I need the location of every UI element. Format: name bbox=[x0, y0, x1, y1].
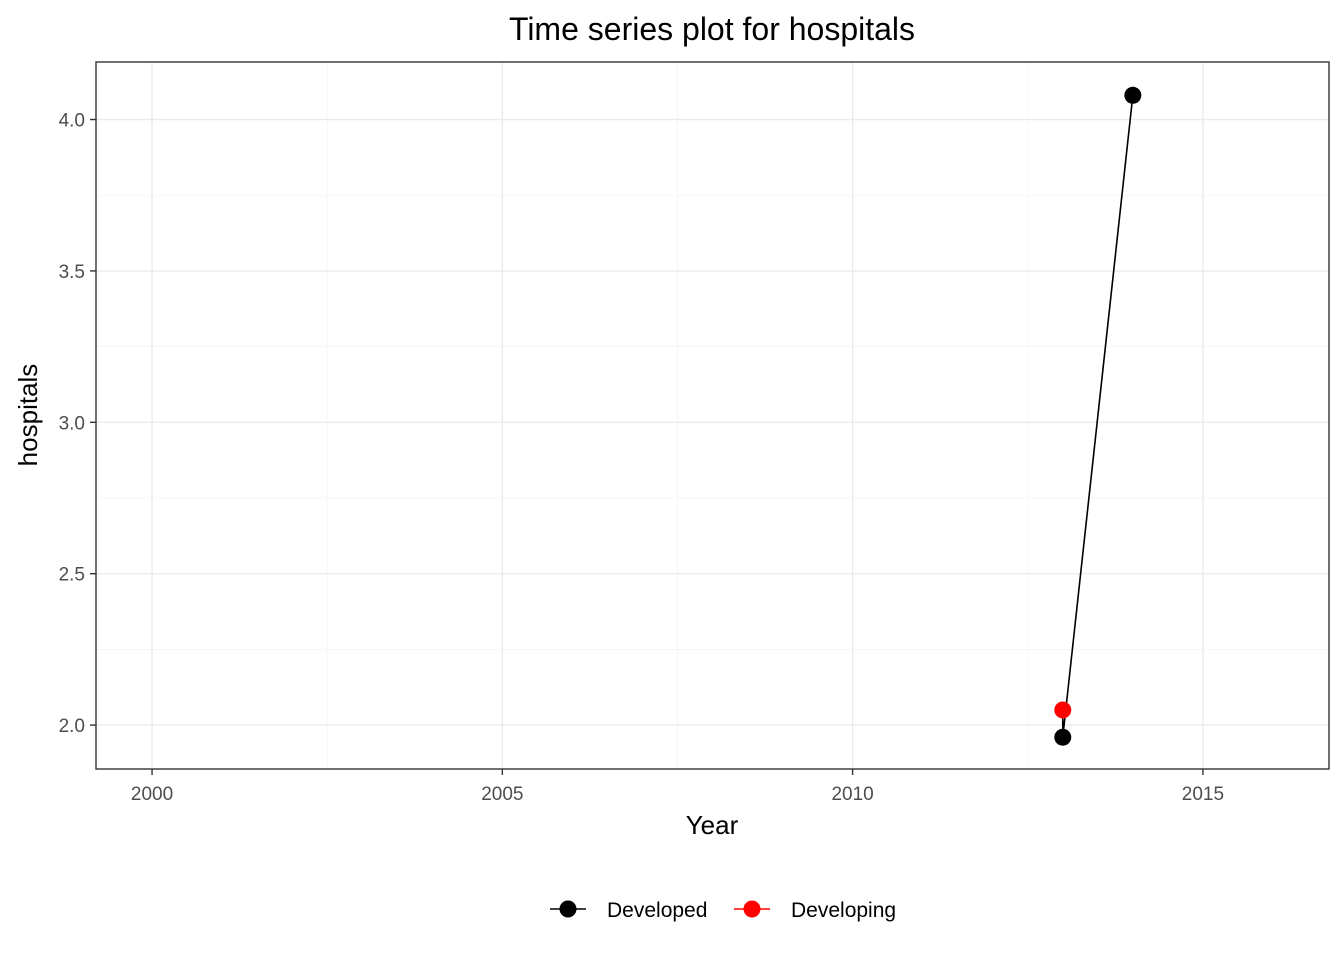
point-developed bbox=[1124, 86, 1142, 104]
x-axis-title: Year bbox=[686, 810, 739, 840]
gridlines bbox=[96, 62, 1329, 769]
chart-title: Time series plot for hospitals bbox=[509, 11, 915, 47]
x-tick-label: 2005 bbox=[481, 784, 523, 805]
point-developing bbox=[1054, 701, 1072, 719]
x-tick-label: 2015 bbox=[1182, 784, 1224, 805]
plot-panel-border bbox=[95, 61, 1330, 770]
legend: Developed Developing bbox=[550, 899, 896, 922]
y-tick-label: 4.0 bbox=[59, 111, 85, 132]
x-tick-label: 2000 bbox=[131, 784, 173, 805]
x-tick-label: 2010 bbox=[831, 784, 873, 805]
legend-label-developed: Developed bbox=[607, 899, 707, 922]
y-tick-label: 3.0 bbox=[59, 413, 85, 434]
y-tick-label: 2.5 bbox=[59, 565, 85, 586]
y-tick-label: 3.5 bbox=[59, 262, 85, 283]
y-tick-label: 2.0 bbox=[59, 716, 85, 737]
legend-key-point-developing bbox=[743, 900, 761, 918]
y-axis-title: hospitals bbox=[13, 364, 43, 467]
legend-label-developing: Developing bbox=[791, 899, 896, 922]
series-connector-line bbox=[1061, 95, 1134, 738]
legend-key-point-developed bbox=[559, 900, 577, 918]
data-marks bbox=[1054, 86, 1142, 746]
point-developed bbox=[1054, 728, 1072, 746]
axis-ticks: 2000 2005 2010 2015 2.0 2.5 3.0 3.5 4.0 bbox=[59, 111, 1224, 805]
